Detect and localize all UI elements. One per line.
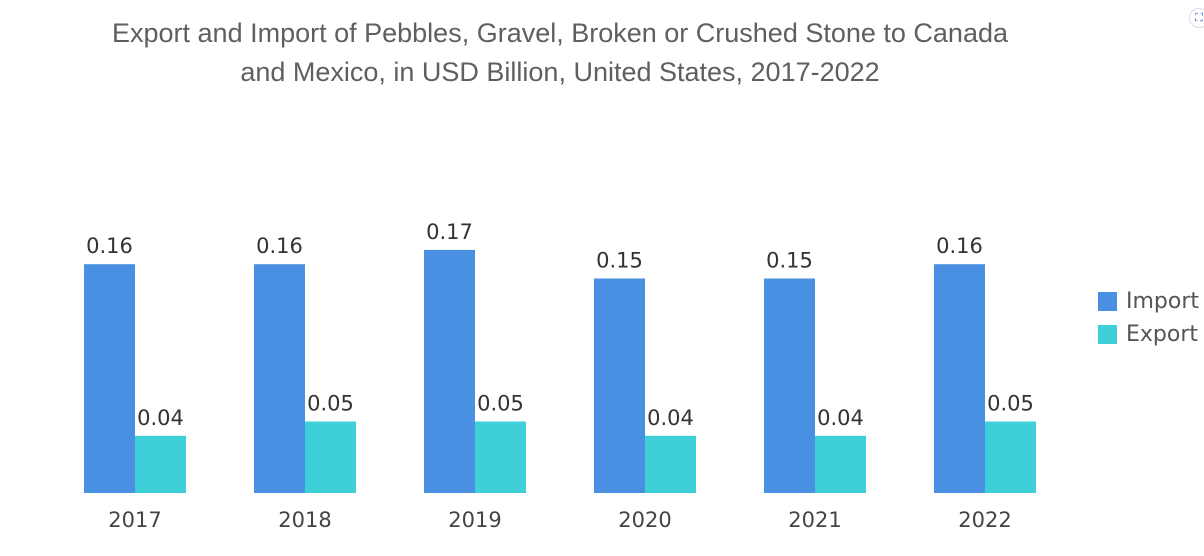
bar-import-2019[interactable] [424, 249, 475, 493]
legend-swatch-import [1098, 291, 1117, 311]
x-tick-label-2021: 2021 [788, 508, 841, 532]
bar-export-2020[interactable] [645, 435, 696, 493]
data-label-import-2019: 0.17 [426, 220, 473, 244]
data-label-import-2020: 0.15 [596, 249, 643, 273]
chart-title-line-1: Export and Import of Pebbles, Gravel, Br… [112, 18, 1008, 48]
legend-label-export: Export [1126, 321, 1199, 347]
bar-export-2017[interactable] [135, 435, 186, 493]
bar-import-2017[interactable] [84, 264, 135, 493]
chart-legend: Import Export [1098, 286, 1199, 352]
data-label-export-2017: 0.04 [137, 406, 184, 430]
bar-import-2018[interactable] [254, 264, 305, 493]
bar-export-2021[interactable] [815, 435, 866, 493]
x-tick-label-2020: 2020 [618, 508, 671, 532]
x-tick-label-2022: 2022 [958, 508, 1011, 532]
x-tick-label-2018: 2018 [278, 508, 331, 532]
data-label-export-2022: 0.05 [987, 392, 1034, 416]
data-label-import-2022: 0.16 [936, 234, 983, 258]
bar-import-2022[interactable] [934, 264, 985, 493]
bar-export-2019[interactable] [475, 421, 526, 494]
legend-label-import: Import [1126, 288, 1200, 314]
chart-title-line-2: and Mexico, in USD Billion, United State… [240, 57, 880, 87]
bar-import-2020[interactable] [594, 278, 645, 494]
legend-swatch-export [1098, 324, 1117, 344]
legend-item-export[interactable]: Export [1098, 319, 1199, 349]
expand-icon[interactable]: ⛶ [1189, 8, 1204, 28]
data-label-import-2017: 0.16 [86, 234, 133, 258]
bar-export-2018[interactable] [305, 421, 356, 494]
chart-title: Export and Import of Pebbles, Gravel, Br… [20, 14, 1100, 92]
data-label-export-2020: 0.04 [647, 406, 694, 430]
data-label-import-2021: 0.15 [766, 249, 813, 273]
x-tick-label-2019: 2019 [448, 508, 501, 532]
legend-item-import[interactable]: Import [1098, 286, 1199, 316]
data-label-export-2019: 0.05 [477, 392, 524, 416]
bar-export-2022[interactable] [985, 421, 1036, 494]
data-label-import-2018: 0.16 [256, 234, 303, 258]
x-tick-label-2017: 2017 [108, 508, 161, 532]
data-label-export-2021: 0.04 [817, 406, 864, 430]
data-label-export-2018: 0.05 [307, 392, 354, 416]
bar-import-2021[interactable] [764, 278, 815, 494]
